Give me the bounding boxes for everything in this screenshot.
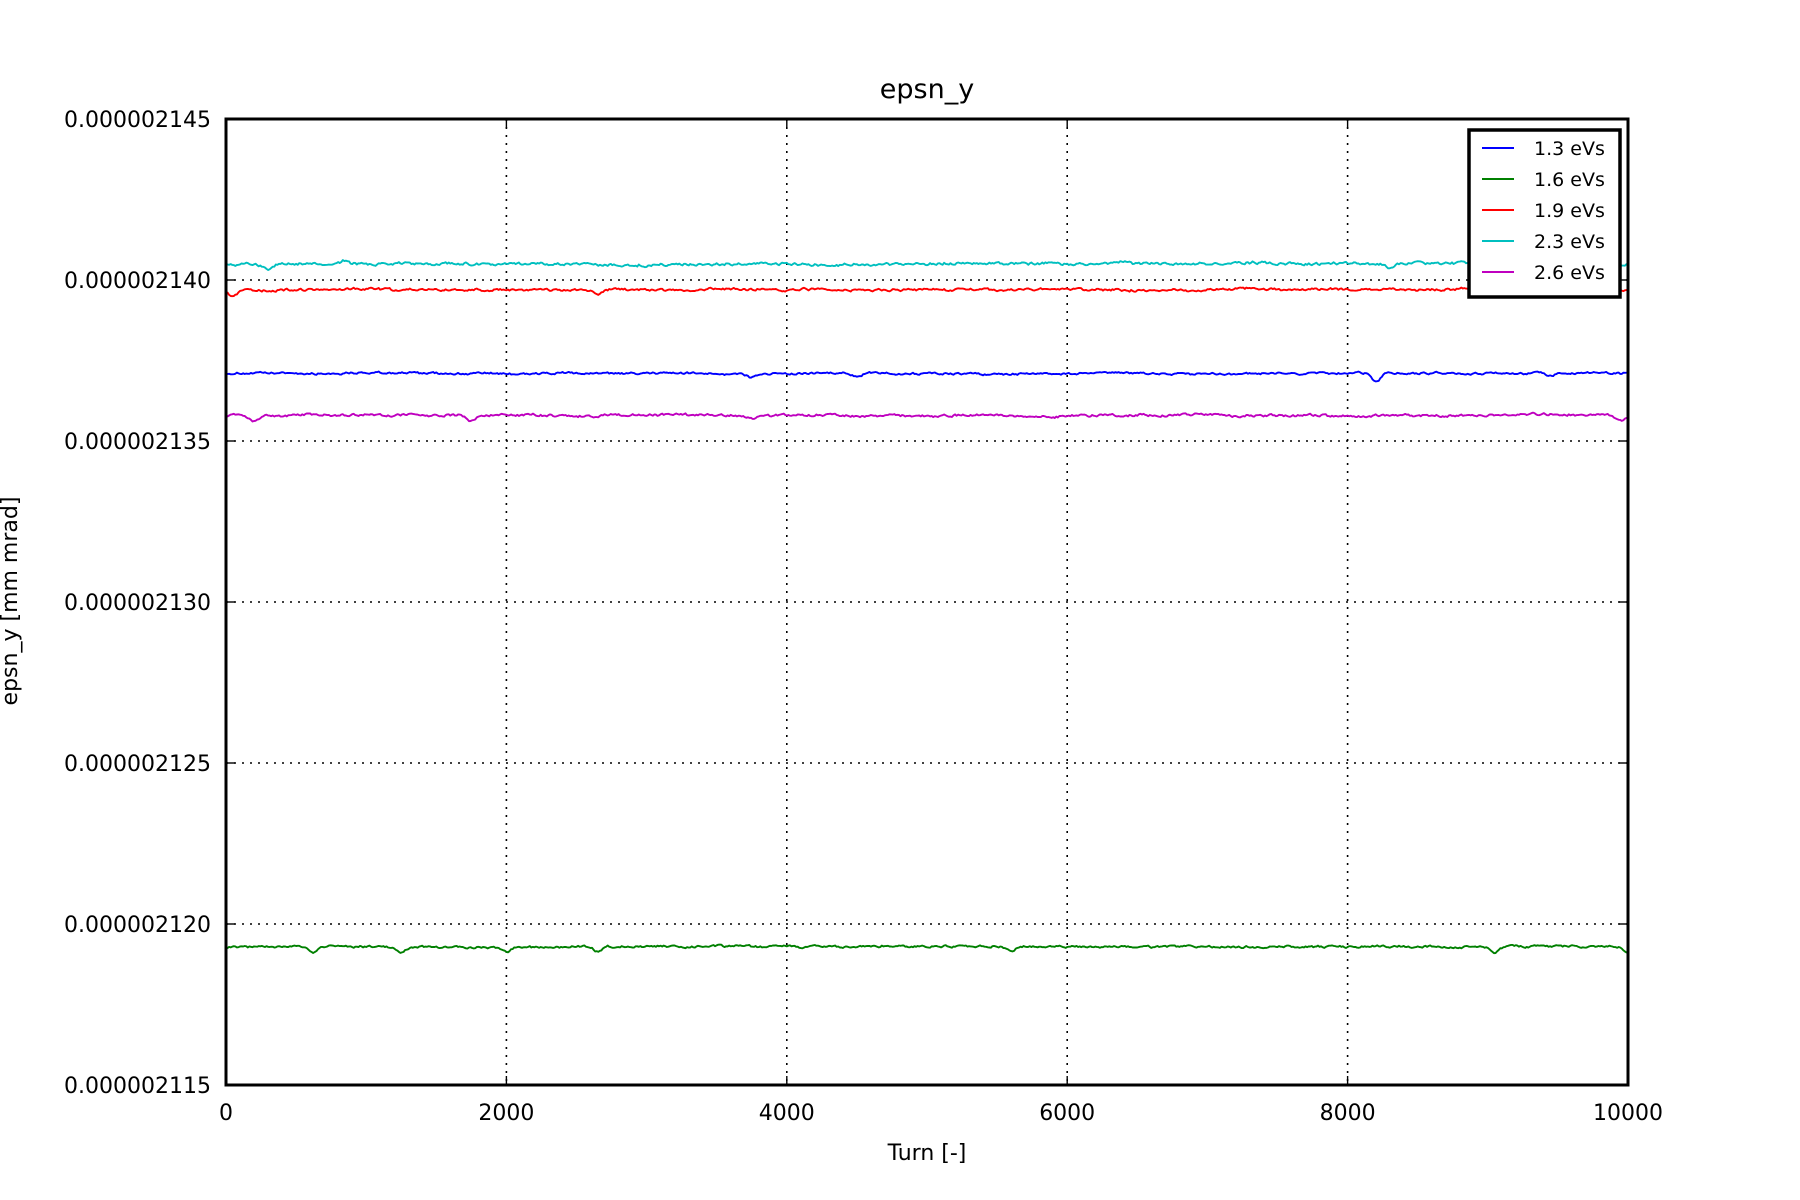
- series-line: [225, 943, 1629, 955]
- axis-ticks: 0 2000 4000 6000 8000 10000 0.000002115 0.00000…: [64, 108, 1663, 1126]
- series-line: [225, 286, 1629, 298]
- y-tick-label: 0.000002140: [64, 269, 211, 294]
- legend-label: 1.3 eVs: [1534, 138, 1605, 160]
- y-tick-label: 0.000002145: [64, 108, 211, 133]
- series-line: [225, 370, 1629, 383]
- x-axis-label: Turn [-]: [887, 1141, 967, 1166]
- grid: [226, 119, 1628, 1085]
- x-tick-label: 2000: [478, 1101, 534, 1126]
- legend-label: 2.6 eVs: [1534, 262, 1605, 284]
- y-tick-label: 0.000002115: [64, 1074, 211, 1099]
- y-tick-label: 0.000002135: [64, 430, 211, 455]
- x-tick-label: 0: [219, 1101, 233, 1126]
- chart-title: epsn_y: [880, 74, 974, 105]
- x-tick-label: 4000: [759, 1101, 815, 1126]
- y-tick-label: 0.000002130: [64, 591, 211, 616]
- legend-label: 1.9 eVs: [1534, 200, 1605, 222]
- series-lines: [225, 259, 1629, 955]
- series-line: [225, 259, 1629, 271]
- x-tick-label: 10000: [1593, 1101, 1663, 1126]
- series-line: [225, 411, 1629, 423]
- legend-box: [1467, 128, 1622, 299]
- y-axis-label: epsn_y [mm mrad]: [0, 497, 23, 706]
- legend: 1.3 eVs 1.6 eVs 1.9 eVs 2.3 eVs 2.6 eVs: [1467, 128, 1622, 299]
- y-tick-label: 0.000002125: [64, 752, 211, 777]
- x-tick-label: 8000: [1320, 1101, 1376, 1126]
- y-tick-label: 0.000002120: [64, 913, 211, 938]
- legend-label: 1.6 eVs: [1534, 169, 1605, 191]
- legend-label: 2.3 eVs: [1534, 231, 1605, 253]
- x-tick-label: 6000: [1039, 1101, 1095, 1126]
